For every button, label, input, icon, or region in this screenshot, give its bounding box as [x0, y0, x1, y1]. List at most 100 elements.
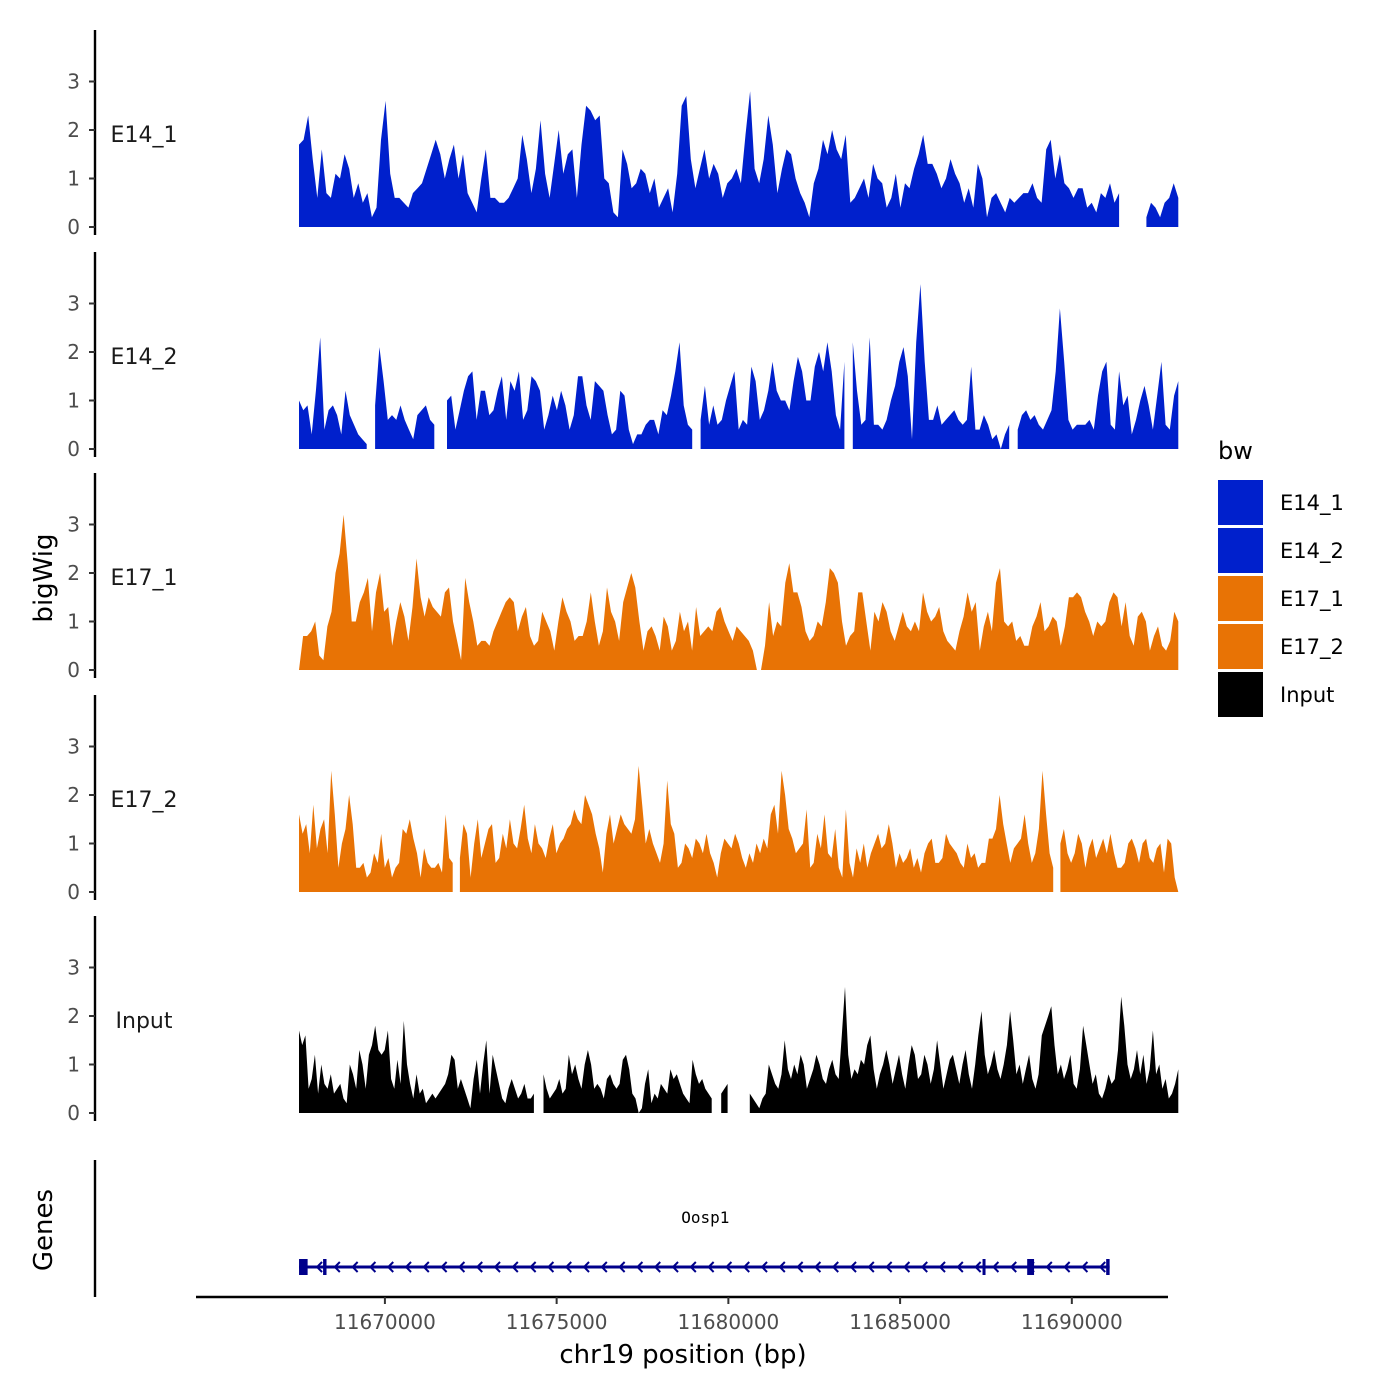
- y-tick-label: 1: [67, 832, 80, 856]
- strand-arrow: [440, 1261, 448, 1273]
- x-tick-label: 11690000: [1021, 1310, 1123, 1334]
- strand-arrow: [742, 1261, 750, 1273]
- gene-exon: [982, 1259, 986, 1275]
- strand-arrow: [938, 1261, 946, 1273]
- track-e17_2: 0 1 2 3 E17_2: [67, 695, 1179, 904]
- legend-item-input: Input: [1218, 672, 1334, 717]
- legend-swatch: [1218, 624, 1263, 669]
- legend-swatch: [1218, 528, 1263, 573]
- track-label: E17_1: [111, 566, 178, 591]
- strand-arrow: [386, 1261, 394, 1273]
- y-tick-label: 3: [67, 735, 80, 759]
- strand-arrow: [867, 1261, 875, 1273]
- signal-area: [1017, 308, 1179, 449]
- y-tick-label: 1: [67, 1053, 80, 1077]
- strand-arrow: [458, 1261, 466, 1273]
- strand-arrow: [1098, 1261, 1106, 1273]
- legend-label: E17_1: [1280, 587, 1344, 612]
- x-tick-label: 11680000: [677, 1310, 779, 1334]
- legend-label: E17_2: [1280, 635, 1344, 660]
- track-e17_1: 0 1 2 3 E17_1: [67, 473, 1179, 682]
- strand-arrow: [511, 1261, 519, 1273]
- signal-area: [852, 284, 1010, 449]
- strand-arrow: [956, 1261, 964, 1273]
- y-tick-label: 1: [67, 610, 80, 634]
- signal-area: [299, 1020, 534, 1113]
- signal-area: [700, 342, 845, 449]
- strand-arrow: [1045, 1261, 1053, 1273]
- tracks-layer: 0 1 2 3 E14_1 0 1 2 3 E14_2 0 1 2 3 E17_1 0 1 2 3 E17_2 0 1 2 3…: [67, 30, 1179, 1125]
- y-tick-label: 3: [67, 70, 80, 94]
- gene-exon: [1027, 1259, 1035, 1275]
- strand-arrow: [760, 1261, 768, 1273]
- legend: bw E14_1 E14_2 E17_1 E17_2 Input: [1218, 437, 1344, 717]
- y-tick-label: 0: [67, 215, 80, 239]
- y-tick-label: 1: [67, 389, 80, 413]
- y-axis-title: bigWig: [29, 533, 59, 622]
- gene-label: Oosp1: [681, 1208, 729, 1227]
- y-tick-label: 0: [67, 658, 80, 682]
- signal-area: [1146, 183, 1179, 227]
- genes-axis-title: Genes: [29, 1189, 59, 1271]
- y-tick-label: 0: [67, 880, 80, 904]
- x-tick-label: 11670000: [334, 1310, 436, 1334]
- strand-arrow: [885, 1261, 893, 1273]
- strand-arrow: [404, 1261, 412, 1273]
- strand-arrow: [475, 1261, 483, 1273]
- strand-arrow: [600, 1261, 608, 1273]
- x-tick-label: 11675000: [506, 1310, 608, 1334]
- strand-arrow: [689, 1261, 697, 1273]
- strand-arrow: [493, 1261, 501, 1273]
- legend-item-e14_1: E14_1: [1218, 480, 1344, 525]
- signal-area: [543, 1050, 712, 1113]
- signal-area: [299, 91, 1120, 227]
- strand-arrow: [778, 1261, 786, 1273]
- track-label: E17_2: [111, 788, 178, 813]
- signal-area: [459, 765, 1054, 892]
- strand-arrow: [315, 1261, 323, 1273]
- signal-area: [1060, 829, 1179, 892]
- track-label: E14_2: [111, 345, 178, 370]
- legend-label: E14_2: [1280, 539, 1344, 564]
- strand-arrow: [618, 1261, 626, 1273]
- strand-arrow: [707, 1261, 715, 1273]
- strand-arrow: [725, 1261, 733, 1273]
- legend-label: E14_1: [1280, 491, 1344, 516]
- strand-arrow: [333, 1261, 341, 1273]
- strand-arrow: [831, 1261, 839, 1273]
- y-tick-label: 0: [67, 1101, 80, 1125]
- y-tick-label: 1: [67, 167, 80, 191]
- track-input: 0 1 2 3 Input: [67, 916, 1179, 1125]
- gene-exon: [1106, 1259, 1110, 1275]
- legend-item-e17_1: E17_1: [1218, 576, 1344, 621]
- y-tick-label: 3: [67, 513, 80, 537]
- track-e14_2: 0 1 2 3 E14_2: [67, 252, 1179, 461]
- legend-item-e17_2: E17_2: [1218, 624, 1344, 669]
- track-label: E14_1: [111, 123, 178, 148]
- gene-track: Oosp1: [93, 1160, 1110, 1297]
- signal-area: [299, 337, 367, 449]
- y-tick-label: 2: [67, 118, 80, 142]
- signal-area: [299, 514, 1179, 670]
- legend-label: Input: [1280, 683, 1334, 707]
- gene-exon: [323, 1259, 327, 1275]
- strand-arrow: [974, 1261, 982, 1273]
- gene-exon: [299, 1259, 308, 1275]
- strand-arrow: [1063, 1261, 1071, 1273]
- strand-arrow: [1009, 1261, 1017, 1273]
- strand-arrow: [796, 1261, 804, 1273]
- strand-arrow: [351, 1261, 359, 1273]
- x-axis-title: chr19 position (bp): [559, 1340, 806, 1370]
- strand-arrow: [529, 1261, 537, 1273]
- signal-area: [299, 770, 453, 892]
- strand-arrow: [422, 1261, 430, 1273]
- strand-arrow: [903, 1261, 911, 1273]
- y-tick-label: 2: [67, 561, 80, 585]
- y-tick-label: 3: [67, 292, 80, 316]
- strand-arrow: [849, 1261, 857, 1273]
- strand-arrow: [636, 1261, 644, 1273]
- strand-arrow: [920, 1261, 928, 1273]
- x-axis: 11670000 11675000 11680000 11685000 11690000: [196, 1295, 1168, 1334]
- signal-area: [749, 986, 1179, 1113]
